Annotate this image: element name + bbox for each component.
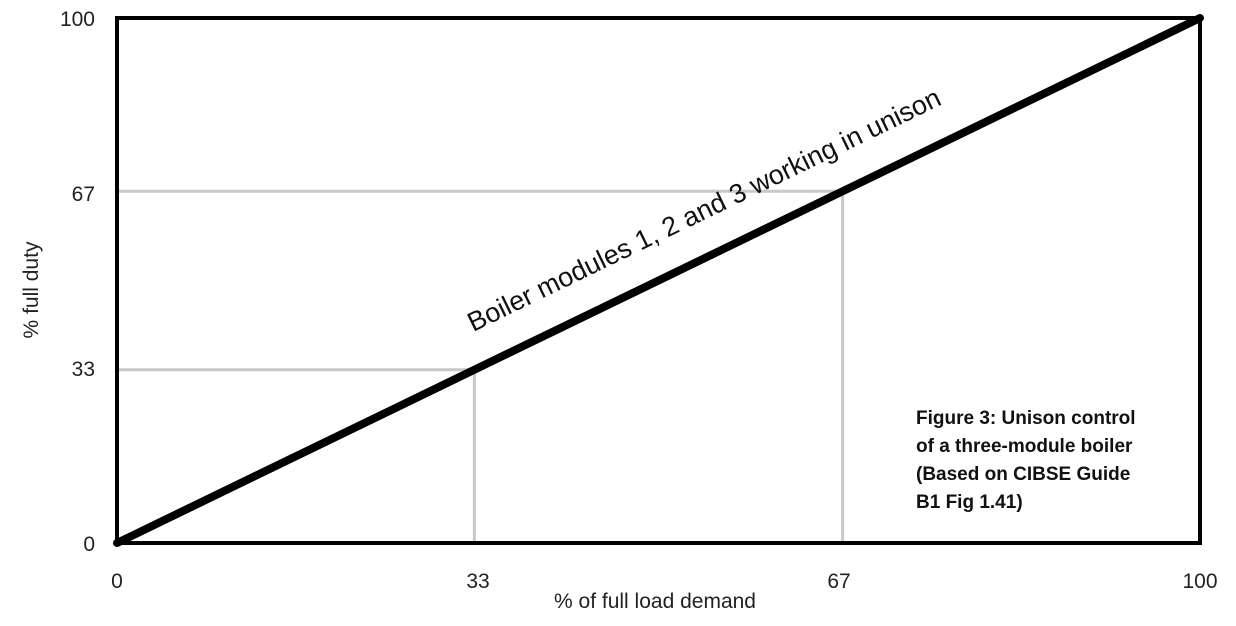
figure-caption-line: Figure 3: Unison control (916, 408, 1136, 429)
y-tick-label: 0 (83, 533, 95, 556)
reference-lines (117, 189, 845, 543)
y-tick-label: 67 (72, 183, 95, 206)
y-tick-label: 100 (60, 8, 95, 31)
y-axis-title: % full duty (20, 241, 43, 338)
figure-caption-line: of a three-module boiler (916, 436, 1133, 457)
series-group (113, 14, 1204, 547)
plot-frame (115, 16, 1202, 545)
series-line (113, 14, 1204, 547)
x-tick-label: 100 (1182, 570, 1217, 593)
x-tick-label: 67 (827, 570, 850, 593)
x-axis-title: % of full load demand (554, 590, 756, 613)
x-tick-label: 33 (466, 570, 489, 593)
y-tick-label: 33 (72, 358, 95, 381)
x-tick-label: 0 (111, 570, 123, 593)
figure-caption-line: (Based on CIBSE Guide (916, 464, 1130, 485)
figure-caption-line: B1 Fig 1.41) (916, 492, 1023, 513)
series-label: Boiler modules 1, 2 and 3 working in uni… (463, 82, 946, 337)
